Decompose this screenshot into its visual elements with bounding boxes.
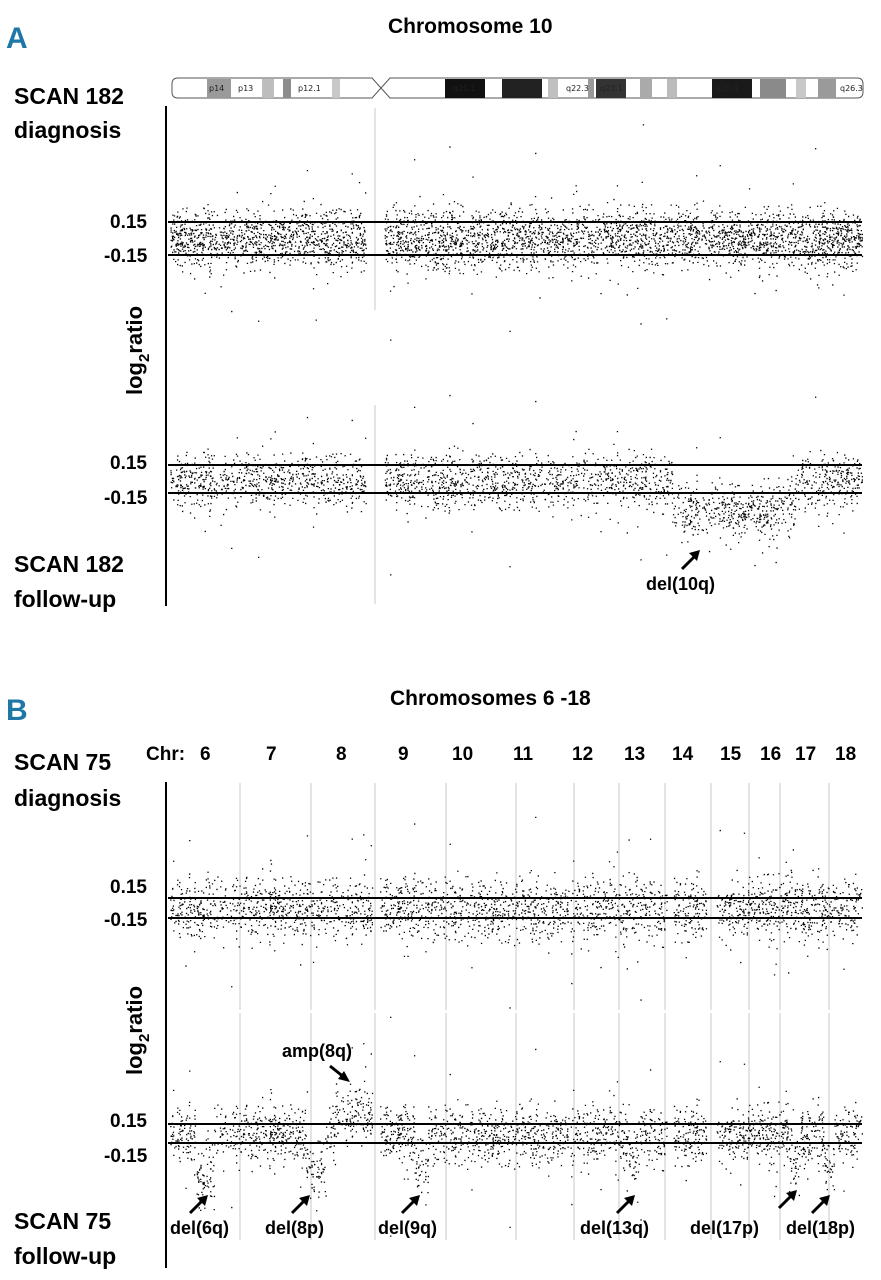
panel-a-bottom-label-line1: SCAN 182 xyxy=(14,551,124,577)
band-label: q26.3 xyxy=(840,84,863,93)
band-label: p14 xyxy=(209,84,224,93)
chromosome-label: 13 xyxy=(624,744,645,765)
panel-b: B Chromosomes 6 -18 SCAN 75 diagnosis SC… xyxy=(6,687,863,1269)
arrow-head-icon xyxy=(786,1190,797,1201)
annotation-del-8p: del(8p) xyxy=(265,1218,324,1238)
annotation-del-6q: del(6q) xyxy=(170,1218,229,1238)
chromosome-label: 9 xyxy=(398,744,409,765)
scatter-points xyxy=(170,1043,863,1237)
chromosome-label: 6 xyxy=(200,744,211,765)
panel-b-top-label-line1: SCAN 75 xyxy=(14,749,111,775)
chromosome-label: 15 xyxy=(720,744,742,765)
panel-b-top-label-line2: diagnosis xyxy=(14,785,121,811)
panel-a-letter: A xyxy=(6,22,28,55)
arrow-head-icon xyxy=(197,1195,208,1206)
panel-a-axis-title: log2ratio xyxy=(122,306,153,395)
panel-b-axis-title: log2ratio xyxy=(122,986,153,1075)
panel-a-bottom-label-line2: follow-up xyxy=(14,586,116,612)
chromosome-label: 8 xyxy=(336,744,347,765)
panel-b-tick-bottom-pos: 0.15 xyxy=(110,1111,147,1132)
del-17p-annotation: del(17p) xyxy=(690,1190,797,1238)
deletion-annotations: del(6q) del(8p) del(9q) del(13q) del(17p xyxy=(170,1190,855,1238)
scatter-points xyxy=(170,394,863,576)
band-label: p12.1 xyxy=(298,84,321,93)
del-10q-annotation: del(10q) xyxy=(646,550,715,594)
panel-b-followup-scatter xyxy=(170,1043,863,1237)
chr-prefix: Chr: xyxy=(146,744,185,765)
panel-a-tick-bottom-pos: 0.15 xyxy=(110,453,147,474)
annotation-del-18p: del(18p) xyxy=(786,1218,855,1238)
band-label: q21.3 xyxy=(510,84,533,93)
annotation-del-17p: del(17p) xyxy=(690,1218,759,1238)
chromosome-label: 17 xyxy=(795,744,816,765)
chromosome-separators xyxy=(239,783,830,1240)
del-6q-annotation: del(6q) xyxy=(170,1195,229,1238)
annotation-del-10q: del(10q) xyxy=(646,574,715,594)
del-13q-annotation: del(13q) xyxy=(580,1195,649,1238)
chromosome-label: 14 xyxy=(672,744,694,765)
panel-b-bottom-label-line2: follow-up xyxy=(14,1243,116,1269)
chromosome-label: 12 xyxy=(572,744,593,765)
del-8p-annotation: del(8p) xyxy=(265,1195,324,1238)
chromosome-10-ideogram: p14 p13 p12.1 q21.1 q21.3 q22.3 q23.1 q2… xyxy=(171,77,864,99)
arrow-head-icon xyxy=(409,1195,420,1206)
panel-a-top-label-line2: diagnosis xyxy=(14,117,121,143)
panel-a-followup-scatter xyxy=(170,394,863,576)
panel-b-tick-top-neg: -0.15 xyxy=(104,910,148,931)
panel-a-top-label-line1: SCAN 182 xyxy=(14,83,124,109)
scatter-points xyxy=(170,124,864,341)
panel-a-title: Chromosome 10 xyxy=(388,15,553,38)
chromosome-label: 16 xyxy=(760,744,781,765)
band-label: q22.3 xyxy=(566,84,589,93)
chromosome-label: 10 xyxy=(452,744,473,765)
arrow-head-icon xyxy=(338,1071,350,1082)
arrow-head-icon xyxy=(689,550,700,561)
del-9q-annotation: del(9q) xyxy=(378,1195,437,1238)
chromosome-label: 11 xyxy=(513,744,534,765)
arrow-head-icon xyxy=(819,1195,830,1206)
panel-a: A Chromosome 10 p14 p13 p12.1 q21.1 xyxy=(6,15,864,612)
chromosome-labels: 6 7 8 9 10 11 12 13 14 15 16 17 18 xyxy=(200,744,856,765)
band-label: q23.1 xyxy=(600,84,623,93)
del-18p-annotation: del(18p) xyxy=(786,1195,855,1238)
band-label: p13 xyxy=(238,84,253,93)
panel-a-tick-top-pos: 0.15 xyxy=(110,212,147,233)
band-label: q25.1 xyxy=(716,84,739,93)
annotation-del-9q: del(9q) xyxy=(378,1218,437,1238)
amp-8q-annotation: amp(8q) xyxy=(282,1041,352,1082)
panel-b-letter: B xyxy=(6,694,28,727)
band-label: q21.1 xyxy=(453,84,476,93)
panel-b-tick-top-pos: 0.15 xyxy=(110,877,147,898)
annotation-amp-8q: amp(8q) xyxy=(282,1041,352,1061)
annotation-del-13q: del(13q) xyxy=(580,1218,649,1238)
chromosome-label: 7 xyxy=(266,744,277,765)
panel-a-tick-bottom-neg: -0.15 xyxy=(104,488,148,509)
chromosome-label: 18 xyxy=(835,744,856,765)
panel-a-diagnosis-scatter xyxy=(170,124,864,341)
arrow-head-icon xyxy=(299,1195,310,1206)
arrow-head-icon xyxy=(624,1195,635,1206)
panel-a-tick-top-neg: -0.15 xyxy=(104,246,148,267)
panel-b-bottom-label-line1: SCAN 75 xyxy=(14,1208,111,1234)
panel-b-title: Chromosomes 6 -18 xyxy=(390,687,591,710)
panel-b-tick-bottom-neg: -0.15 xyxy=(104,1146,148,1167)
